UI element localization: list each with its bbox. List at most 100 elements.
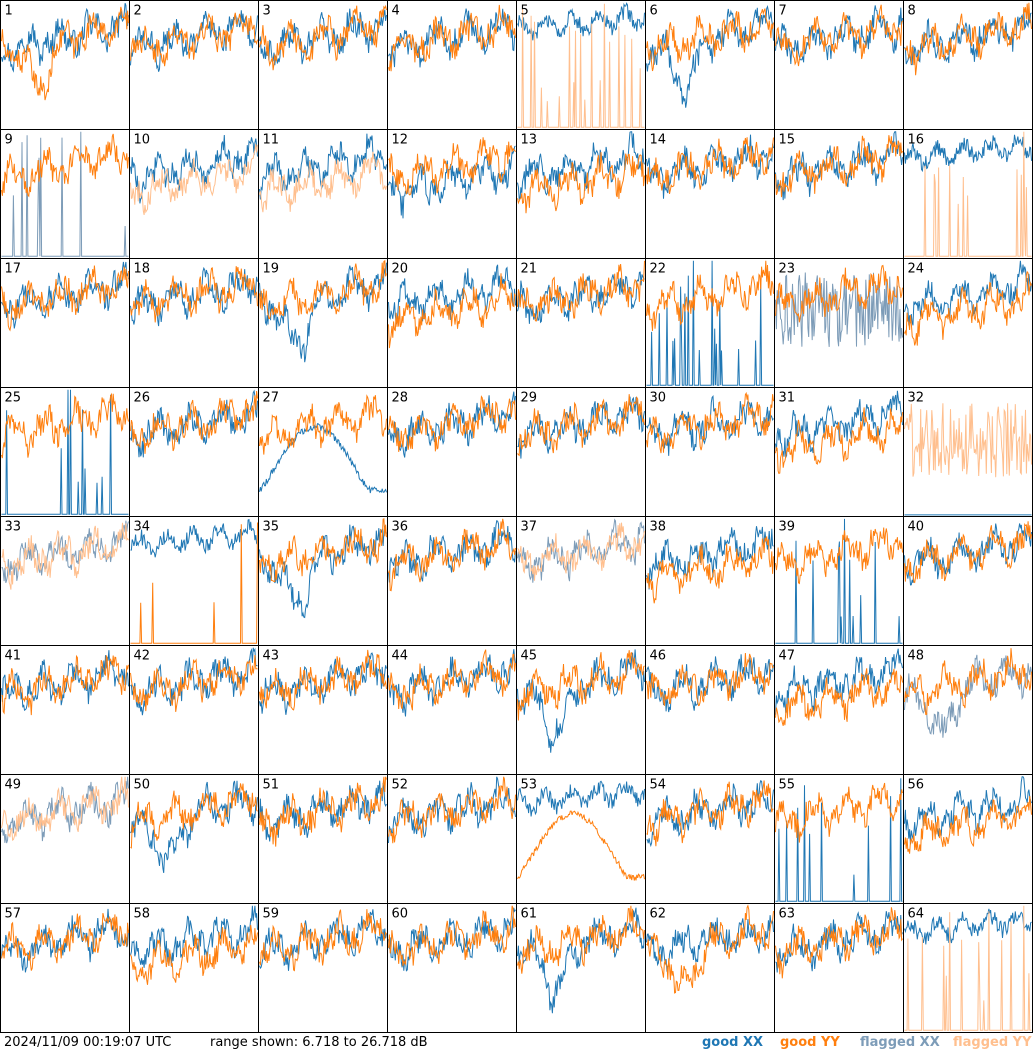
legend-good-yy: good YY xyxy=(780,1035,840,1050)
panel-3: 3 xyxy=(258,0,388,130)
series-xx-good xyxy=(259,423,387,494)
panel-border xyxy=(258,0,388,130)
panel-33: 33 xyxy=(0,516,130,646)
panel-47: 47 xyxy=(774,645,904,775)
panel-44: 44 xyxy=(387,645,517,775)
panel-label: 46 xyxy=(650,649,667,664)
series-xx-good xyxy=(259,262,387,363)
series-yy-good xyxy=(775,135,903,198)
panel-39: 39 xyxy=(774,516,904,646)
panel-61: 61 xyxy=(516,903,646,1033)
panel-label: 19 xyxy=(263,262,280,277)
series-yy-flagged xyxy=(517,522,645,581)
panel-label: 6 xyxy=(650,4,658,19)
series-yy-good xyxy=(1,6,129,101)
panel-label: 29 xyxy=(521,391,538,406)
series-yy-good xyxy=(646,536,774,604)
series-xx-good xyxy=(646,780,774,848)
panel-25: 25 xyxy=(0,387,130,517)
panel-4: 4 xyxy=(387,0,517,130)
panel-64: 64 xyxy=(903,903,1033,1033)
series-yy-good xyxy=(388,4,516,72)
panel-53: 53 xyxy=(516,774,646,904)
panel-border xyxy=(387,516,517,646)
series-xx-good xyxy=(775,778,903,902)
panel-label: 39 xyxy=(779,520,796,535)
series-yy-good xyxy=(130,12,258,67)
series-yy-good xyxy=(1,912,129,971)
panel-8: 8 xyxy=(903,0,1033,130)
footer: 2024/11/09 00:19:07 UTC range shown: 6.7… xyxy=(0,1033,1033,1053)
panel-7: 7 xyxy=(774,0,904,130)
series-xx-good xyxy=(130,10,258,72)
panel-border xyxy=(258,258,388,388)
series-xx-good xyxy=(130,647,258,716)
series-yy-good xyxy=(775,264,903,323)
series-xx-good xyxy=(517,131,645,201)
series-xx-good xyxy=(259,8,387,66)
panel-label: 36 xyxy=(392,520,409,535)
series-xx-good xyxy=(1,261,129,329)
series-xx-flagged xyxy=(517,518,645,583)
series-xx-good xyxy=(775,131,903,201)
panel-32: 32 xyxy=(903,387,1033,517)
series-yy-good xyxy=(904,648,1032,716)
panel-label: 38 xyxy=(650,520,667,535)
series-yy-good xyxy=(388,905,516,967)
panel-24: 24 xyxy=(903,258,1033,388)
range-shown: range shown: 6.718 to 26.718 dB xyxy=(210,1035,428,1050)
panel-55: 55 xyxy=(774,774,904,904)
series-xx-good xyxy=(904,134,1032,173)
panel-label: 18 xyxy=(134,262,151,277)
panel-6: 6 xyxy=(645,0,775,130)
series-yy-good xyxy=(775,4,903,67)
panel-48: 48 xyxy=(903,645,1033,775)
panel-1: 1 xyxy=(0,0,130,130)
panel-62: 62 xyxy=(645,903,775,1033)
series-yy-good xyxy=(775,407,903,475)
panel-label: 64 xyxy=(908,907,925,922)
series-yy-good xyxy=(775,782,903,843)
series-yy-good xyxy=(130,390,258,454)
panel-22: 22 xyxy=(645,258,775,388)
panel-49: 49 xyxy=(0,774,130,904)
panel-label: 41 xyxy=(5,649,22,664)
panel-label: 27 xyxy=(263,391,280,406)
panel-label: 10 xyxy=(134,133,151,148)
series-yy-good xyxy=(517,394,645,457)
panel-label: 47 xyxy=(779,649,796,664)
series-yy-good xyxy=(775,907,903,979)
series-xx-good xyxy=(904,260,1032,326)
panel-21: 21 xyxy=(516,258,646,388)
panel-9: 9 xyxy=(0,129,130,259)
series-yy-flagged xyxy=(904,131,1032,257)
panel-label: 5 xyxy=(521,4,529,19)
panel-label: 45 xyxy=(521,649,538,664)
panel-label: 11 xyxy=(263,133,280,148)
panel-42: 42 xyxy=(129,645,259,775)
panel-label: 23 xyxy=(779,262,796,277)
series-yy-flagged xyxy=(904,905,1032,1031)
series-xx-good xyxy=(517,649,645,753)
series-yy-good xyxy=(259,909,387,972)
series-yy-good xyxy=(646,8,774,72)
series-xx-good xyxy=(388,264,516,325)
panel-label: 48 xyxy=(908,649,925,664)
panel-43: 43 xyxy=(258,645,388,775)
panel-label: 2 xyxy=(134,4,142,19)
panel-label: 25 xyxy=(5,391,22,406)
panel-label: 42 xyxy=(134,649,151,664)
panel-label: 37 xyxy=(521,520,538,535)
legend-flagged-yy: flagged YY xyxy=(953,1035,1032,1050)
panel-border xyxy=(258,387,388,517)
panel-12: 12 xyxy=(387,129,517,259)
series-xx-good xyxy=(1,389,129,515)
panel-41: 41 xyxy=(0,645,130,775)
series-yy-good xyxy=(259,649,387,711)
panel-label: 58 xyxy=(134,907,151,922)
series-xx-good xyxy=(130,780,258,873)
timestamp: 2024/11/09 00:19:07 UTC xyxy=(4,1035,172,1050)
panel-label: 8 xyxy=(908,4,916,19)
series-yy-good xyxy=(904,2,1032,76)
